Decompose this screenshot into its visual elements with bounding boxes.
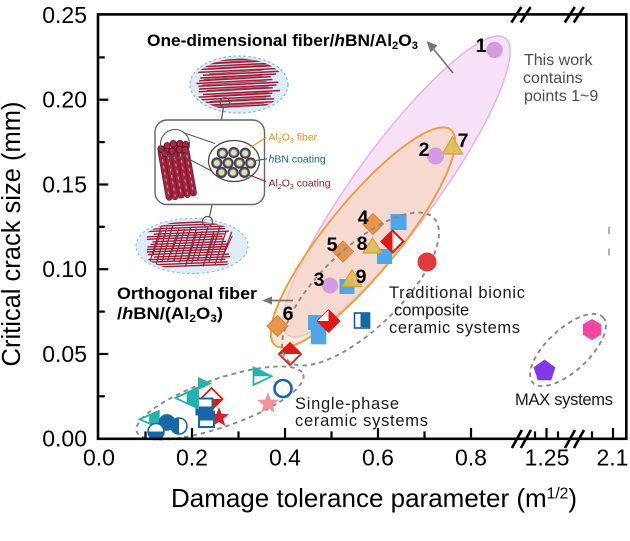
svg-text:points 1~9: points 1~9: [524, 88, 598, 105]
svg-text:2.1: 2.1: [597, 445, 629, 471]
svg-text:0.8: 0.8: [455, 445, 487, 471]
svg-text:0.15: 0.15: [42, 172, 87, 198]
svg-text:7: 7: [458, 130, 469, 152]
svg-text:1: 1: [476, 35, 487, 57]
svg-text:composite: composite: [394, 302, 469, 320]
svg-text:contains: contains: [523, 70, 583, 87]
svg-text:Single-phase: Single-phase: [295, 395, 399, 413]
svg-text:MAX systems: MAX systems: [515, 391, 613, 409]
svg-text:ceramic systems: ceramic systems: [389, 319, 520, 337]
svg-text:Orthogonal fiber: Orthogonal fiber: [117, 284, 257, 303]
svg-text:0.6: 0.6: [362, 445, 394, 471]
svg-text:Damage tolerance parameter (m1: Damage tolerance parameter (m1/2): [171, 483, 577, 513]
svg-text:ceramic systems: ceramic systems: [295, 412, 428, 430]
svg-text:Al2O3 coating: Al2O3 coating: [269, 178, 331, 192]
svg-text:This work: This work: [524, 52, 593, 69]
svg-text:0.25: 0.25: [42, 2, 87, 28]
svg-text:1.25: 1.25: [525, 445, 570, 471]
svg-text:One-dimensional fiber/hBN/Al2O: One-dimensional fiber/hBN/Al2O3: [147, 31, 418, 52]
svg-text:3: 3: [314, 269, 325, 291]
svg-text:4: 4: [358, 207, 369, 229]
svg-text:8: 8: [357, 233, 368, 255]
svg-text:/hBN/(Al2O3): /hBN/(Al 2O3): [117, 304, 223, 325]
svg-text:2: 2: [419, 139, 430, 161]
svg-text:0.00: 0.00: [42, 426, 87, 452]
svg-text:5: 5: [327, 234, 338, 256]
svg-text:0.20: 0.20: [42, 87, 87, 113]
svg-text:hBN coating: hBN coating: [269, 154, 326, 166]
svg-text:0.0: 0.0: [83, 445, 115, 471]
svg-text:0.10: 0.10: [42, 256, 87, 282]
svg-text:6: 6: [283, 303, 294, 325]
svg-text:0.05: 0.05: [42, 341, 87, 367]
svg-text:Al2O3 fiber: Al2O3 fiber: [269, 132, 318, 146]
svg-text:0.2: 0.2: [176, 445, 208, 471]
svg-text:9: 9: [356, 266, 367, 288]
svg-text:0.4: 0.4: [269, 445, 301, 471]
svg-text:Critical crack size (mm): Critical crack size (mm): [0, 102, 26, 367]
svg-text:Traditional bionic: Traditional bionic: [389, 284, 525, 302]
